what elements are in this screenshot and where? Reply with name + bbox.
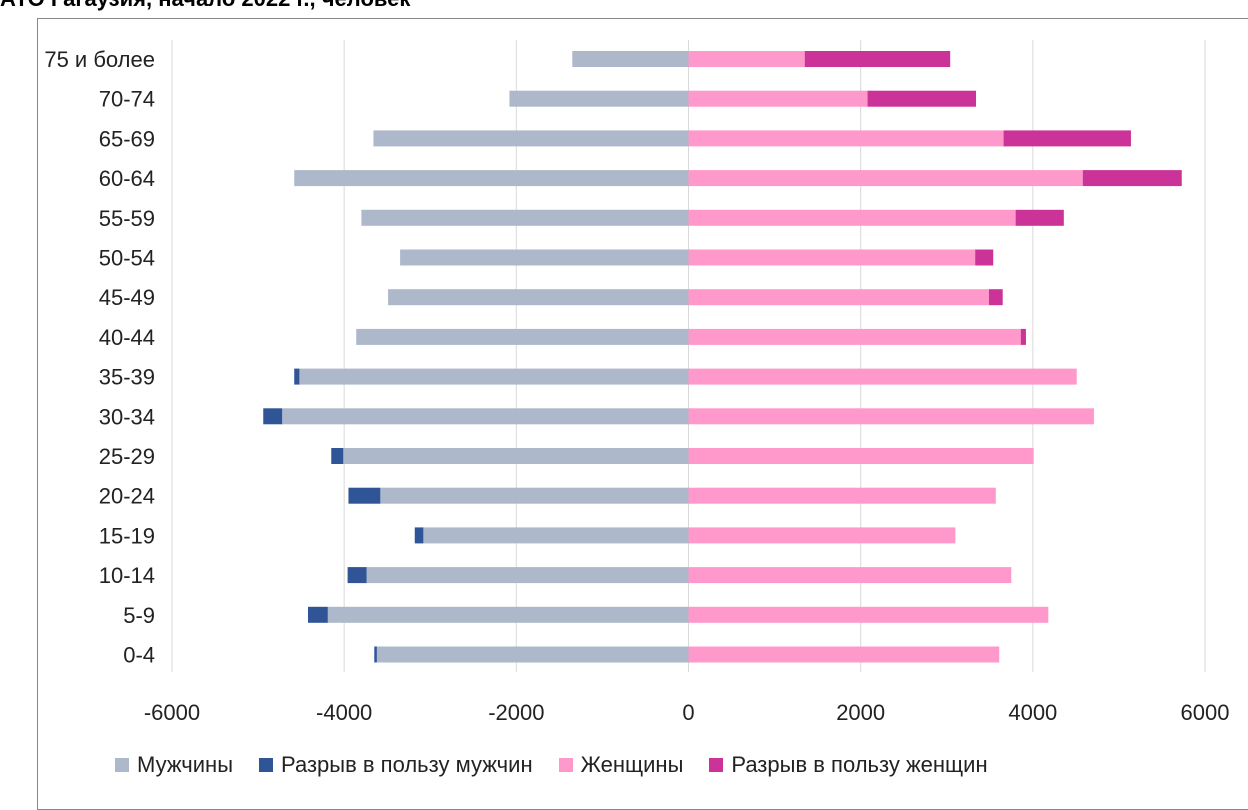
legend-item: Мужчины <box>115 752 233 778</box>
bar-men-gap <box>414 527 424 544</box>
x-tick-label: 0 <box>682 700 694 725</box>
chart-legend: Мужчины Разрыв в пользу мужчин Женщины Разр… <box>115 750 1014 780</box>
bar-women <box>688 209 1016 226</box>
legend-item: Разрыв в пользу мужчин <box>259 752 533 778</box>
bar-men <box>388 289 689 306</box>
bar-women <box>688 408 1094 425</box>
bar-women <box>688 130 1004 147</box>
legend-swatch <box>558 758 573 772</box>
legend-item: Разрыв в пользу женщин <box>709 752 988 778</box>
category-label: 25-29 <box>99 444 155 469</box>
category-label: 40-44 <box>99 325 155 350</box>
bar-women <box>688 249 976 266</box>
bar-men-gap <box>374 646 377 663</box>
category-label: 60-64 <box>99 166 155 191</box>
bar-men <box>299 368 689 385</box>
category-label: 45-49 <box>99 285 155 310</box>
category-label: 35-39 <box>99 365 155 390</box>
legend-swatch <box>115 758 129 772</box>
x-tick-label: -6000 <box>144 700 200 725</box>
category-label: 70-74 <box>99 87 155 112</box>
x-tick-label: 2000 <box>836 700 885 725</box>
legend-item: Женщины <box>558 752 684 778</box>
bar-men <box>400 249 689 266</box>
legend-label: Мужчины <box>137 752 234 777</box>
bar-women-gap <box>1020 328 1026 345</box>
x-tick-label: 6000 <box>1181 700 1230 725</box>
bar-women <box>688 90 868 107</box>
category-label: 10-14 <box>99 563 155 588</box>
bar-women-gap <box>867 90 977 107</box>
bar-women <box>688 51 805 67</box>
bar-men-gap <box>263 408 283 425</box>
x-tick-label: -4000 <box>316 700 372 725</box>
bar-women <box>688 289 989 306</box>
chart-title: АТО Гагаузия, начало 2022 г., человек <box>0 0 410 12</box>
bar-women <box>688 606 1049 623</box>
category-label: 30-34 <box>99 404 155 429</box>
bar-women <box>688 567 1012 584</box>
bar-women-gap <box>804 51 951 67</box>
legend-swatch <box>259 758 274 772</box>
bar-women <box>688 487 996 504</box>
bar-men <box>356 328 689 345</box>
category-label: 50-54 <box>99 246 155 271</box>
bar-women <box>688 170 1083 187</box>
category-label: 55-59 <box>99 206 155 231</box>
bar-men <box>361 209 689 226</box>
category-label: 20-24 <box>99 484 155 509</box>
bar-men-gap <box>347 567 367 584</box>
bar-men-gap <box>331 448 344 464</box>
x-tick-label: -2000 <box>488 700 544 725</box>
bar-men <box>380 487 689 504</box>
category-label: 65-69 <box>99 126 155 151</box>
bar-men <box>572 51 689 67</box>
bar-men <box>343 448 689 464</box>
legend-swatch <box>709 758 724 772</box>
bar-women <box>688 368 1077 385</box>
bar-men <box>509 90 689 107</box>
bar-women <box>688 646 1000 663</box>
legend-label: Женщины <box>580 752 684 777</box>
bar-men <box>282 408 689 425</box>
bar-women-gap <box>975 249 994 266</box>
category-label: 0-4 <box>123 643 155 668</box>
bar-men-gap <box>348 487 381 504</box>
bar-men <box>366 567 689 584</box>
bar-women <box>688 448 1034 464</box>
bar-men <box>376 646 689 663</box>
category-label: 15-19 <box>99 523 155 548</box>
bar-women <box>688 328 1021 345</box>
bar-women-gap <box>1015 209 1064 226</box>
x-tick-label: 4000 <box>1008 700 1057 725</box>
category-label: 75 и более <box>44 47 155 72</box>
legend-label: Разрыв в пользу женщин <box>731 752 988 777</box>
bar-men <box>373 130 689 147</box>
bar-women-gap <box>1082 170 1182 187</box>
bar-women <box>688 527 956 544</box>
category-label: 5-9 <box>123 603 155 628</box>
bar-women-gap <box>988 289 1003 306</box>
bar-men <box>327 606 689 623</box>
bar-men-gap <box>294 368 300 385</box>
bar-men <box>294 170 689 187</box>
bar-men <box>423 527 689 544</box>
legend-label: Разрыв в пользу мужчин <box>281 752 533 777</box>
bar-women-gap <box>1003 130 1131 147</box>
bar-men-gap <box>308 606 328 623</box>
